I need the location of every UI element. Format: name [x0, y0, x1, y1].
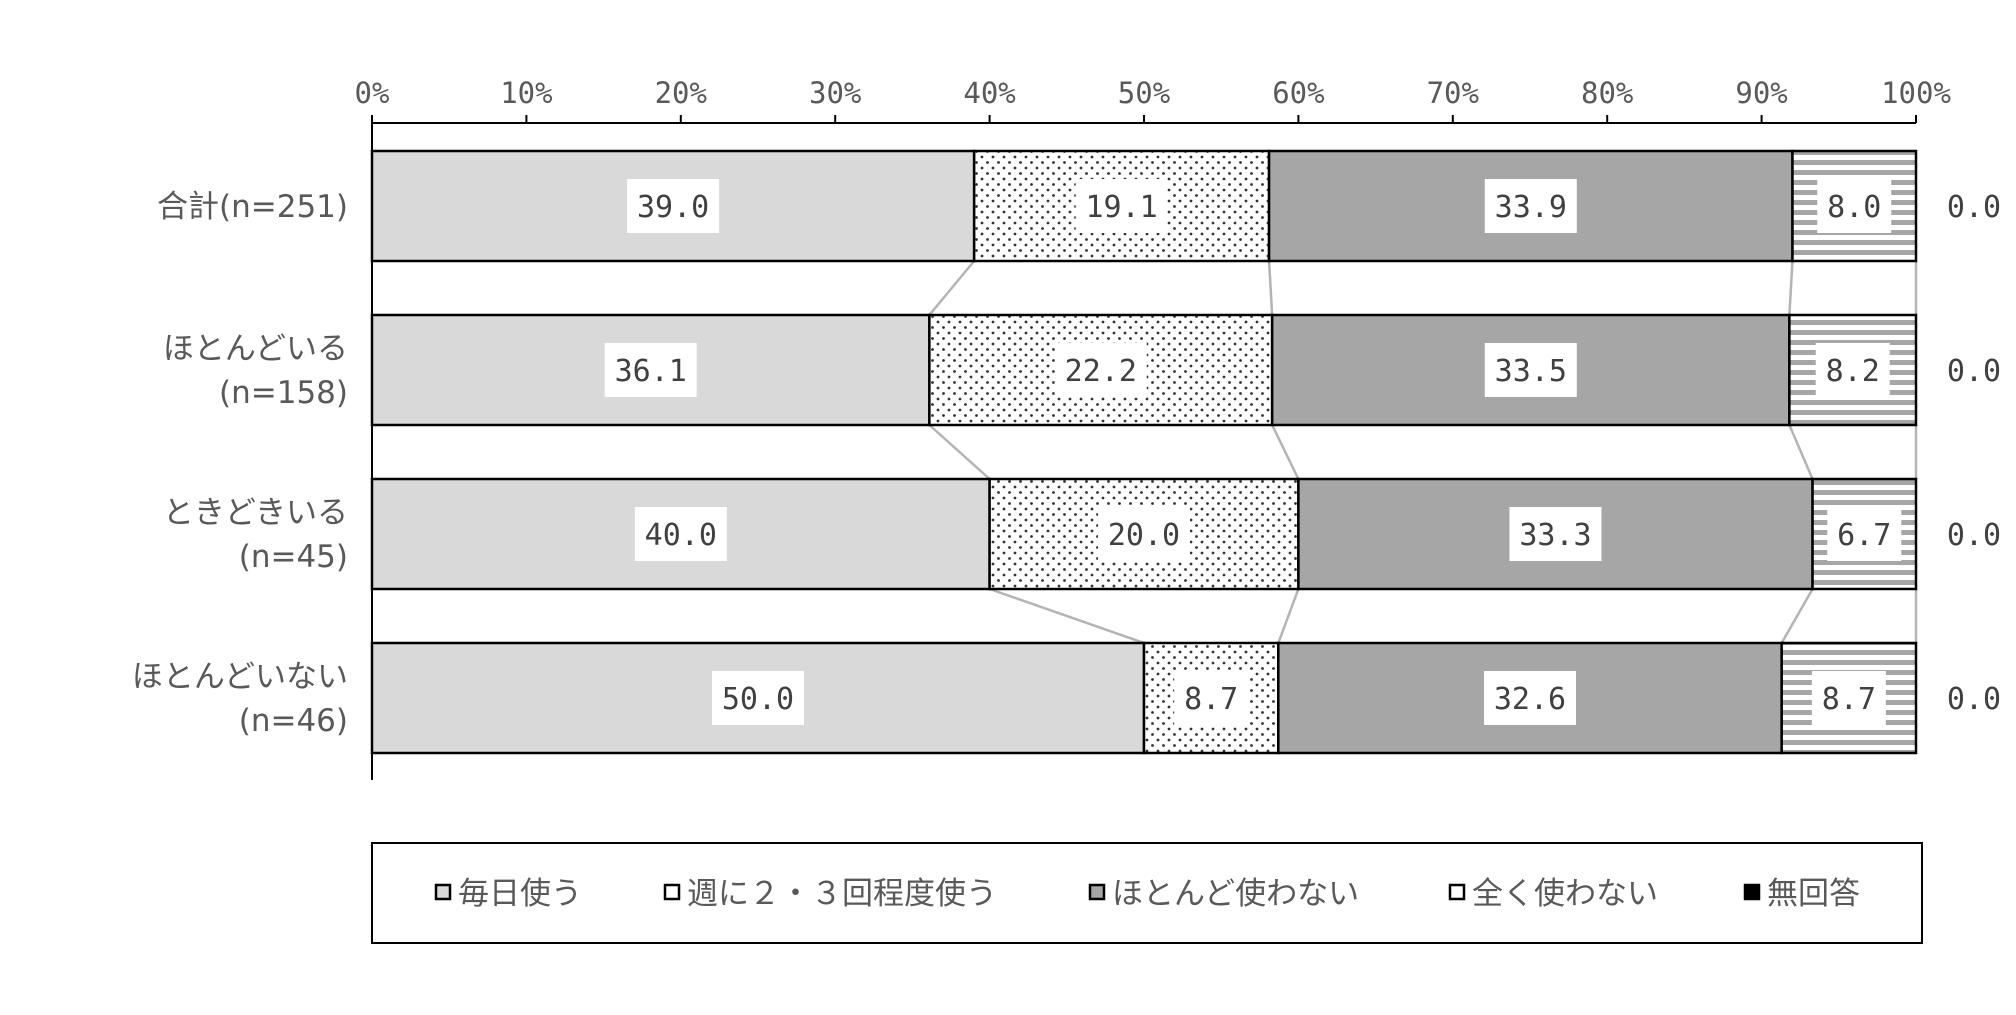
x-tick-label: 30%	[809, 76, 861, 110]
data-label: 0.0	[1947, 354, 2001, 389]
category-label: ときどきいる	[163, 495, 348, 531]
data-label: 19.1	[1085, 190, 1157, 225]
legend-label: 無回答	[1767, 876, 1860, 912]
data-label-bg	[1174, 671, 1249, 725]
data-label-bg	[1509, 507, 1602, 561]
series-line-2-0	[1788, 260, 1794, 316]
x-tick-label: 60%	[1272, 76, 1324, 110]
category-label: 合計(n=251)	[157, 189, 348, 225]
data-label: 33.3	[1519, 518, 1591, 553]
data-label: 20.0	[1108, 518, 1180, 553]
legend: 毎日使う 週に２・３回程度使う ほとんど使わない 全く使わない 無回答	[371, 842, 1923, 944]
data-label: 0.0	[1947, 190, 2001, 225]
data-label: 22.2	[1065, 354, 1137, 389]
series-line-0-2	[989, 587, 1145, 645]
legend-swatch	[1743, 883, 1761, 901]
category-label: (n=46)	[239, 703, 348, 739]
data-label: 0.0	[1947, 682, 2001, 717]
legend-swatch	[434, 883, 452, 901]
data-label-bg	[1815, 343, 1890, 397]
data-label-bg	[1817, 179, 1892, 233]
series-line-0-0	[928, 260, 976, 316]
data-labels: 39.0 19.1 33.9 8.0 0.0 36.1 22.2 33.5 8.2 0.0 40.0…	[604, 179, 2001, 725]
series-line-1-2	[1277, 588, 1300, 644]
legend-swatch	[663, 883, 681, 901]
data-label: 8.0	[1827, 190, 1881, 225]
series-connector-lines	[928, 260, 1918, 645]
data-label: 33.5	[1495, 354, 1567, 389]
data-label-bg	[712, 671, 804, 725]
bar-segment-2-0	[1267, 149, 1794, 263]
data-label-bg	[1075, 179, 1168, 233]
legend-swatch	[1088, 883, 1106, 901]
data-label-bg	[634, 507, 727, 561]
bar-segments	[370, 149, 1918, 755]
x-tick-label: 40%	[963, 76, 1015, 110]
x-tick-label: 90%	[1735, 76, 1787, 110]
data-label-bg	[1484, 671, 1576, 725]
data-label: 8.2	[1826, 354, 1880, 389]
data-label: 33.9	[1495, 190, 1567, 225]
data-label-bg	[627, 179, 720, 233]
data-label: 36.1	[615, 354, 687, 389]
series-line-1-1	[1271, 424, 1300, 480]
series-line-2-2	[1780, 588, 1814, 644]
category-label: ほとんどいない	[132, 659, 348, 695]
series-line-0-1	[928, 424, 991, 480]
x-tick-label: 0%	[355, 76, 390, 110]
data-label: 32.6	[1494, 682, 1566, 717]
category-label: (n=45)	[239, 539, 348, 575]
x-tick-label: 80%	[1581, 76, 1633, 110]
x-tick-label: 20%	[655, 76, 707, 110]
data-label: 50.0	[722, 682, 794, 717]
legend-label: 毎日使う	[458, 876, 582, 912]
data-label-bg	[604, 343, 697, 397]
x-tick-label: 50%	[1118, 76, 1170, 110]
series-line-2-1	[1788, 424, 1814, 480]
data-label-bg	[1827, 507, 1902, 561]
category-label: ほとんどいる	[163, 331, 348, 367]
data-label-bg	[1811, 671, 1886, 725]
x-tick-label: 10%	[500, 76, 552, 110]
x-tick-label: 70%	[1427, 76, 1479, 110]
legend-label: ほとんど使わない	[1112, 876, 1359, 912]
category-label: (n=158)	[219, 375, 348, 411]
series-line-1-0	[1267, 260, 1274, 316]
data-label: 6.7	[1837, 518, 1891, 553]
legend-label: 全く使わない	[1472, 876, 1658, 912]
data-label-bg	[1484, 179, 1577, 233]
bar-segment-2-3	[1277, 641, 1783, 755]
legend-label: 週に２・３回程度使う	[687, 876, 997, 912]
data-label: 0.0	[1947, 518, 2001, 553]
data-label-bg	[1054, 343, 1147, 397]
data-label: 40.0	[645, 518, 717, 553]
data-label: 8.7	[1184, 682, 1238, 717]
data-label-bg	[1098, 507, 1190, 561]
legend-swatch	[1448, 883, 1466, 901]
data-label: 8.7	[1822, 682, 1876, 717]
x-tick-label: 100%	[1881, 76, 1951, 110]
data-label: 39.0	[637, 190, 709, 225]
data-label-bg	[1484, 343, 1577, 397]
axes: 0% 10% 20% 30% 40% 50% 60% 70% 80% 90% 100% 合計(n=25…	[132, 76, 1951, 780]
legend-box	[371, 842, 1923, 944]
